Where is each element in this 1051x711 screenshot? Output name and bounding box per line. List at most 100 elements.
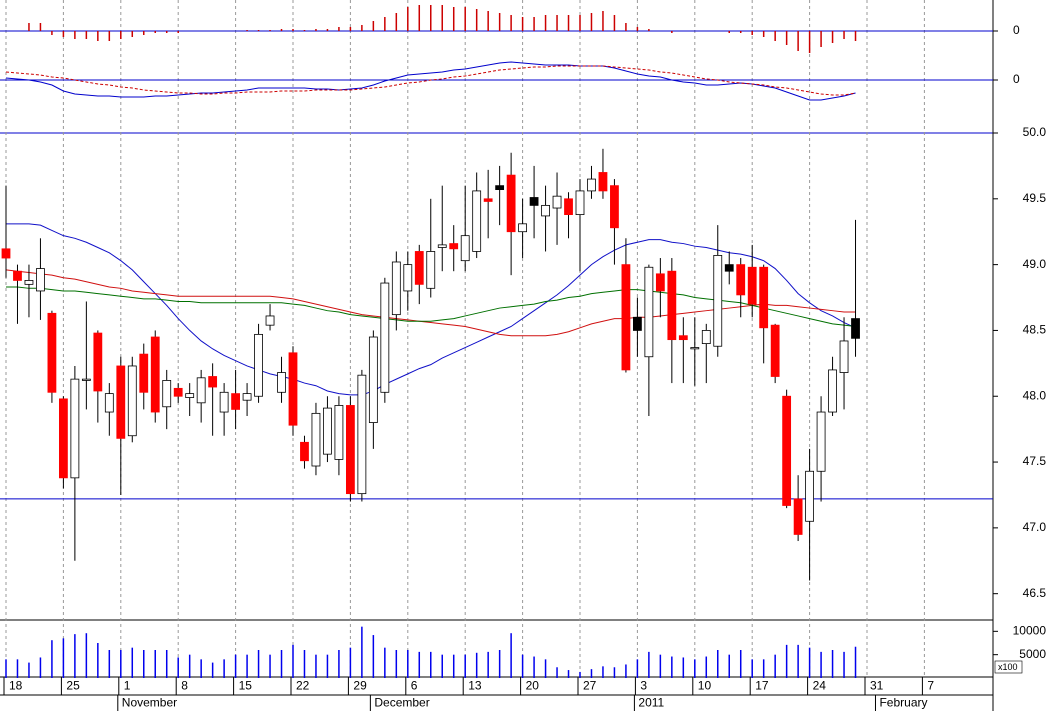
candle-body	[173, 387, 183, 397]
x-tick-label: 6	[411, 679, 418, 693]
x-tick-label: 27	[583, 679, 597, 693]
bar	[292, 29, 294, 31]
bar	[487, 11, 489, 31]
bar	[384, 17, 386, 31]
candle-body	[414, 251, 424, 285]
bar	[602, 11, 604, 31]
candle-body	[311, 412, 321, 467]
bar	[177, 657, 179, 678]
bar	[131, 647, 134, 678]
candle-body	[621, 264, 631, 371]
x-tick-label: 13	[468, 679, 482, 693]
x-tick-label: 15	[239, 679, 253, 693]
bar	[648, 651, 650, 678]
bar	[349, 27, 352, 31]
bar	[533, 656, 535, 678]
bar	[395, 650, 398, 678]
candle-body	[851, 318, 860, 339]
candle-body	[782, 395, 792, 506]
bar	[372, 635, 375, 678]
macd-line	[5, 61, 856, 101]
bar	[62, 31, 65, 37]
candle-body	[116, 365, 126, 439]
bar	[39, 657, 42, 678]
bar	[188, 654, 191, 678]
bar	[728, 31, 730, 33]
bar	[326, 654, 329, 678]
candle-body	[288, 352, 298, 426]
bar	[820, 31, 822, 47]
candle-body	[242, 393, 252, 401]
bar	[234, 654, 237, 678]
bar	[510, 633, 512, 678]
candle-body	[219, 391, 229, 413]
bar	[762, 659, 765, 678]
month-label: December	[374, 696, 429, 710]
candle-body	[127, 365, 137, 437]
bar	[143, 31, 145, 35]
bar	[762, 31, 765, 37]
bar	[579, 15, 581, 31]
bar	[521, 17, 524, 31]
candle-body	[13, 270, 22, 281]
candle-body	[59, 398, 68, 479]
bar	[556, 667, 558, 678]
bar	[97, 643, 99, 678]
bar	[498, 13, 501, 31]
candle-body	[231, 393, 241, 410]
bar	[407, 7, 409, 31]
bar	[602, 666, 604, 678]
bar	[625, 23, 627, 31]
bar	[636, 659, 639, 678]
candle-body	[345, 405, 355, 495]
bar	[280, 29, 283, 31]
candle-body	[736, 264, 746, 296]
candle-body	[564, 198, 573, 216]
candle-body	[598, 172, 608, 192]
x-tick-label: 20	[526, 679, 540, 693]
bar	[739, 31, 742, 33]
bar	[774, 31, 776, 41]
candle-body	[426, 251, 436, 289]
candle-body	[277, 372, 286, 393]
bar	[671, 656, 673, 678]
bar	[625, 664, 627, 678]
candle-body	[518, 223, 527, 233]
candle-body	[139, 353, 149, 393]
y-tick-label: 49.0	[1023, 257, 1047, 271]
candle-body	[1, 248, 11, 259]
bar	[487, 651, 489, 678]
x-tick-label: 8	[181, 679, 188, 693]
candle-body	[770, 324, 780, 377]
candle-body	[506, 174, 516, 233]
bar	[372, 21, 375, 31]
bar	[808, 647, 811, 678]
bar	[831, 650, 834, 678]
x-tick-label: 7	[927, 679, 934, 693]
bar	[246, 30, 248, 31]
bar	[820, 651, 822, 678]
candle-body	[541, 204, 550, 217]
y-tick-label: 0	[1013, 23, 1020, 37]
bar	[326, 29, 329, 31]
bar	[590, 669, 593, 678]
bar	[659, 654, 662, 678]
candle-body	[300, 441, 309, 462]
bar	[705, 656, 708, 678]
bar	[269, 654, 271, 678]
candle-body	[816, 411, 826, 472]
bar	[108, 31, 111, 41]
candle-body	[805, 470, 814, 522]
bar	[407, 650, 409, 678]
candle-body	[323, 407, 332, 455]
y-tick-label: 0	[1013, 72, 1020, 86]
bar	[74, 31, 76, 39]
candle-body	[334, 405, 344, 460]
bar	[510, 15, 512, 31]
bar	[257, 30, 260, 31]
bar	[544, 15, 547, 31]
bar	[579, 671, 581, 678]
bar	[636, 27, 639, 31]
x-tick-label: 22	[296, 679, 310, 693]
bar	[154, 650, 156, 678]
